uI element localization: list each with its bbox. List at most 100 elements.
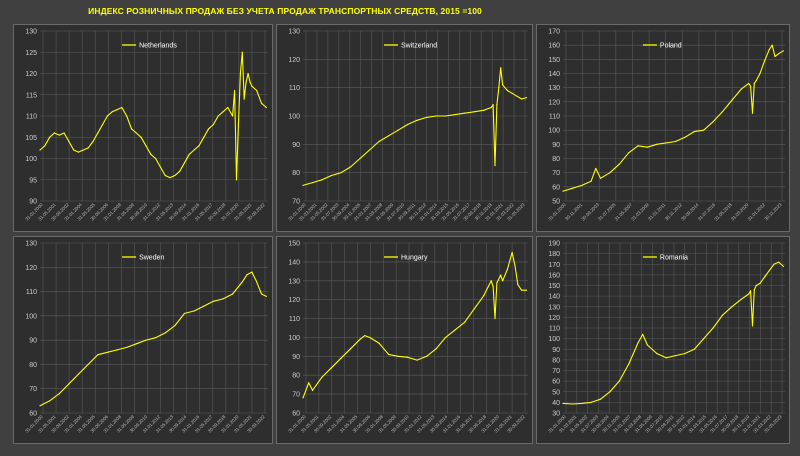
switzerland-data-point (340, 172, 342, 174)
netherlands-data-point (135, 132, 137, 134)
hungary-ytick-label: 130 (288, 278, 300, 285)
switzerland-data-point (349, 166, 352, 168)
netherlands-ytick-label: 125 (25, 50, 37, 57)
switzerland-data-point (506, 89, 508, 92)
poland-data-point (759, 72, 761, 75)
switzerland-data-point (368, 149, 371, 151)
netherlands-ytick-label: 95 (29, 177, 37, 184)
sweden-data-point (39, 405, 41, 407)
poland-data-point (684, 136, 686, 138)
hungary-data-point (490, 280, 492, 282)
netherlands-data-point (239, 72, 241, 75)
hungary-data-point (494, 317, 496, 320)
sweden-ytick-label: 120 (25, 265, 37, 272)
poland-ytick-label: 120 (548, 99, 560, 106)
hungary-data-point (525, 289, 527, 291)
netherlands-data-point (159, 166, 162, 168)
sweden-data-point (241, 281, 243, 283)
switzerland-data-point (498, 87, 500, 89)
hungary-data-point (406, 356, 409, 358)
hungary-data-point (368, 336, 371, 339)
netherlands-data-point (169, 177, 171, 179)
sweden-ytick-label: 130 (25, 241, 37, 248)
hungary-ytick-label: 150 (288, 241, 300, 248)
netherlands-data-point (68, 140, 70, 143)
hungary-data-point (311, 389, 314, 391)
switzerland-data-point (521, 98, 523, 100)
switzerland-data-point (387, 135, 390, 137)
poland-legend-label: Poland (660, 43, 682, 50)
netherlands-data-point (53, 132, 56, 134)
netherlands-data-point (82, 149, 84, 151)
netherlands-data-point (106, 115, 109, 117)
poland-data-point (646, 146, 649, 148)
poland-data-point (753, 82, 755, 85)
romania-data-point (628, 363, 630, 365)
switzerland-data-point (516, 95, 518, 97)
romania-data-point (684, 352, 686, 355)
poland-ytick-label: 110 (549, 114, 560, 121)
hungary-data-point (454, 329, 456, 331)
switzerland-legend-label: Switzerland (401, 43, 437, 50)
hungary-ytick-label: 110 (289, 316, 300, 323)
romania-ytick-label: 80 (552, 357, 560, 364)
netherlands-data-point (39, 149, 41, 151)
romania-data-point (759, 282, 761, 284)
switzerland-data-point (378, 140, 380, 143)
romania-data-point (755, 284, 757, 287)
netherlands-data-point (251, 85, 253, 87)
sweden-ytick-label: 70 (29, 386, 37, 393)
romania-ytick-label: 130 (548, 304, 560, 311)
switzerland-data-point (502, 84, 504, 86)
chart-hungary: 60 70 80 90 100 110 120 130 140 150 31.01.2000 31.0… (276, 236, 533, 444)
chart-poland-svg: 506070809010011012013014015016017031.01.… (547, 29, 785, 222)
poland-ytick-label: 170 (548, 29, 560, 36)
romania-data-point (703, 338, 705, 340)
hungary-data-point (511, 251, 513, 254)
sweden-data-point (68, 383, 70, 385)
switzerland-ytick-label: 130 (288, 29, 300, 36)
sweden-data-point (135, 343, 137, 345)
sweden-data-point (154, 337, 157, 339)
switzerland-data-point (473, 111, 475, 113)
poland-data-point (637, 145, 639, 147)
switzerland-data-point (483, 109, 485, 111)
romania-data-point (721, 314, 724, 316)
romania-data-point (764, 276, 766, 278)
romania-ytick-label: 150 (548, 283, 560, 290)
sweden-data-point (183, 312, 186, 315)
chart-netherlands: 90 95 100 105 110 115 120 125 130 31.01.2000 31.05… (13, 24, 273, 232)
romania-data-point (609, 391, 611, 393)
poland-data-point (740, 88, 742, 90)
netherlands-data-point (198, 145, 200, 147)
hungary-data-point (435, 348, 437, 350)
romania-ytick-label: 170 (548, 262, 560, 269)
romania-data-point (753, 289, 755, 291)
hungary-data-point (521, 289, 523, 291)
netherlands-data-point (121, 106, 123, 109)
netherlands-data-point (92, 140, 94, 143)
netherlands-data-point (233, 89, 236, 92)
poland-data-point (581, 184, 583, 187)
romania-data-point (749, 290, 752, 292)
hungary-data-point (302, 397, 304, 399)
switzerland-data-point (311, 181, 314, 184)
netherlands-data-point (150, 153, 152, 155)
poland-data-point (731, 99, 733, 102)
romania-data-point (571, 403, 573, 405)
poland-xtick-label: 30.11.2023 (763, 202, 783, 222)
romania-ytick-label: 30 (552, 411, 560, 418)
hungary-data-point (387, 353, 390, 356)
netherlands-series-line (39, 51, 267, 181)
switzerland-ytick-label: 110 (289, 85, 300, 92)
sweden-data-point (174, 324, 176, 327)
netherlands-data-point (174, 174, 176, 177)
sweden-data-point (77, 373, 80, 375)
sweden-data-point (145, 339, 147, 341)
romania-ytick-label: 40 (552, 400, 560, 407)
netherlands-data-point (222, 111, 224, 113)
netherlands-data-point (97, 132, 99, 134)
sweden-data-point (246, 273, 248, 276)
hungary-data-point (502, 280, 504, 282)
poland-data-point (749, 85, 752, 87)
